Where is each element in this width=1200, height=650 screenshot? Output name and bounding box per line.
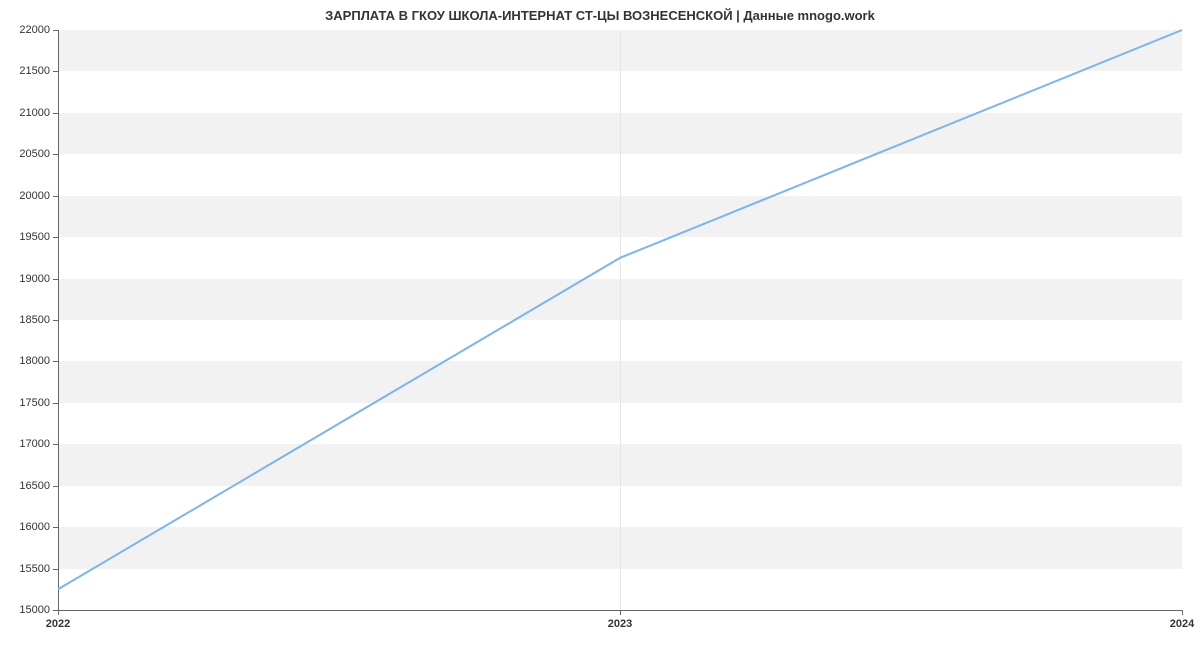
chart-title: ЗАРПЛАТА В ГКОУ ШКОЛА-ИНТЕРНАТ СТ-ЦЫ ВОЗ… [0, 8, 1200, 23]
y-tick-label: 21000 [19, 107, 50, 119]
y-tick-label: 20000 [19, 190, 50, 202]
y-tick-label: 17000 [19, 438, 50, 450]
y-tick-label: 21500 [19, 65, 50, 77]
y-tick-label: 15500 [19, 563, 50, 575]
x-tick-label: 2024 [1170, 618, 1194, 630]
line-layer [58, 30, 1182, 610]
y-tick-label: 20500 [19, 148, 50, 160]
y-tick-label: 16000 [19, 521, 50, 533]
y-tick-label: 18500 [19, 314, 50, 326]
y-tick-label: 19500 [19, 231, 50, 243]
plot-area: 1500015500160001650017000175001800018500… [58, 30, 1182, 610]
y-tick-label: 22000 [19, 24, 50, 36]
y-tick-label: 16500 [19, 480, 50, 492]
y-tick-label: 19000 [19, 273, 50, 285]
y-tick-label: 17500 [19, 397, 50, 409]
y-tick-label: 15000 [19, 604, 50, 616]
salary-line-chart: ЗАРПЛАТА В ГКОУ ШКОЛА-ИНТЕРНАТ СТ-ЦЫ ВОЗ… [0, 0, 1200, 650]
series-line-salary [58, 30, 1182, 589]
x-tick-label: 2023 [608, 618, 632, 630]
y-tick-label: 18000 [19, 355, 50, 367]
x-tick-label: 2022 [46, 618, 70, 630]
x-axis-line [58, 610, 1182, 611]
x-tick-mark [1182, 610, 1183, 615]
